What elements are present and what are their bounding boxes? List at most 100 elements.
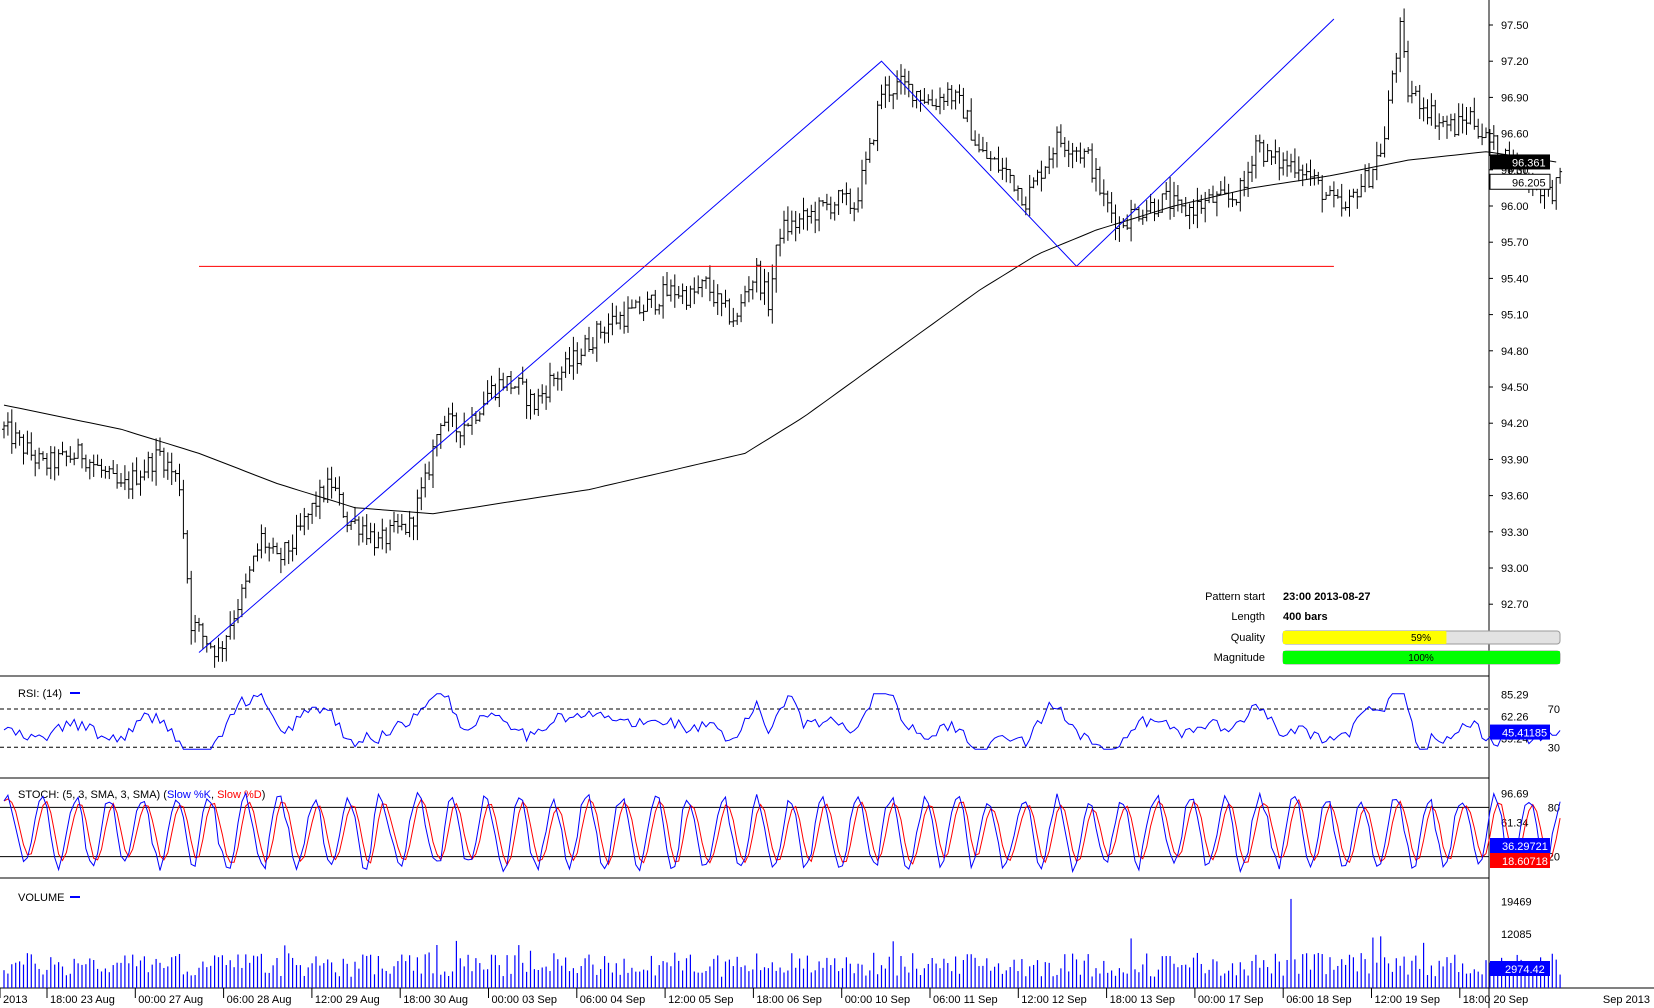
ohlc-bar xyxy=(902,68,907,95)
ohlc-bar xyxy=(914,90,919,109)
ohlc-bar xyxy=(727,298,732,325)
rsi-title: RSI: (14) xyxy=(18,688,62,700)
ohlc-bar xyxy=(1016,185,1020,201)
ohlc-bar xyxy=(99,458,104,478)
ohlc-bar xyxy=(684,285,689,310)
ohlc-bar xyxy=(1328,185,1332,196)
ohlc-bar xyxy=(1425,99,1430,125)
time-tick-label: 12:00 12 Sep xyxy=(1021,994,1086,1006)
ohlc-bar xyxy=(567,346,572,374)
rsi-level-label: 30 xyxy=(1548,742,1560,754)
ohlc-bar xyxy=(392,511,396,533)
ohlc-bar xyxy=(1000,157,1005,180)
ohlc-bar xyxy=(1347,189,1352,217)
price-tick-label: 93.60 xyxy=(1501,491,1529,503)
ohlc-bar xyxy=(828,196,833,220)
stoch-k-line xyxy=(3,791,1561,874)
ohlc-bar xyxy=(25,430,30,455)
ohlc-bar xyxy=(571,336,576,380)
ohlc-bar xyxy=(1086,147,1091,154)
ohlc-bar xyxy=(926,94,931,105)
ohlc-bar xyxy=(793,210,798,242)
ohlc-bar xyxy=(953,89,958,110)
ohlc-bar xyxy=(852,202,857,222)
ohlc-bar xyxy=(626,296,630,333)
ohlc-bar xyxy=(1308,159,1313,186)
time-tick-label: 18:00 23 Aug xyxy=(50,994,115,1006)
ohlc-bar xyxy=(1296,156,1301,182)
ohlc-bar xyxy=(719,293,724,317)
pattern-zigzag-line xyxy=(198,18,1335,653)
stoch-title: STOCH: (5, 3, SMA, 3, SMA) (Slow %K, Slo… xyxy=(18,789,265,801)
ohlc-bar xyxy=(711,279,716,307)
ohlc-bar xyxy=(197,617,201,632)
ohlc-bar xyxy=(80,443,84,469)
ohlc-bar xyxy=(785,206,790,241)
ohlc-bar xyxy=(957,84,962,104)
ohlc-bar xyxy=(1047,146,1052,175)
ohlc-bar xyxy=(1090,143,1095,183)
ohlc-bar xyxy=(376,531,381,549)
ohlc-bar xyxy=(743,285,747,307)
ohlc-bar xyxy=(629,299,634,309)
price-tick-label: 96.00 xyxy=(1501,201,1529,213)
ohlc-bar xyxy=(555,371,560,391)
ohlc-bar xyxy=(524,378,529,419)
ohlc-bar xyxy=(840,189,845,204)
price-tick-label: 97.50 xyxy=(1501,20,1529,32)
ohlc-bar xyxy=(1402,8,1407,58)
ohlc-bar xyxy=(64,450,69,467)
rsi-tick-label: 62.26 xyxy=(1501,711,1529,723)
ohlc-bar xyxy=(696,275,701,295)
ohlc-bar xyxy=(899,64,903,95)
ohlc-bar xyxy=(1437,113,1442,140)
ohlc-bar xyxy=(1097,166,1102,196)
ohlc-bar xyxy=(399,514,404,531)
time-tick-label: 06:00 11 Sep xyxy=(933,994,998,1006)
ohlc-bar xyxy=(1211,185,1215,203)
ohlc-bar xyxy=(598,320,603,339)
ohlc-bar xyxy=(165,452,170,480)
time-tick-label: 06:00 28 Aug xyxy=(227,994,292,1006)
ohlc-bar xyxy=(1421,97,1426,122)
ohlc-bar xyxy=(1316,171,1321,185)
ohlc-bar xyxy=(282,542,287,566)
ohlc-bar xyxy=(1480,123,1485,146)
ohlc-bar xyxy=(587,326,591,352)
ohlc-bar xyxy=(477,411,482,422)
ohlc-bar xyxy=(423,463,428,498)
time-tick-label: 12:00 19 Sep xyxy=(1375,994,1440,1006)
ohlc-bar xyxy=(1214,191,1219,217)
ohlc-bar xyxy=(1448,113,1453,132)
ohlc-bar xyxy=(1094,157,1098,192)
ohlc-bar xyxy=(356,516,361,546)
ohlc-bar xyxy=(801,197,806,230)
ohlc-bar xyxy=(353,506,357,525)
ohlc-bar xyxy=(173,469,178,482)
ohlc-bar xyxy=(1023,196,1028,216)
ohlc-bar xyxy=(212,645,217,668)
ohlc-bar xyxy=(821,200,825,207)
ohlc-bar xyxy=(302,507,307,536)
ohlc-bar xyxy=(583,334,588,357)
ohlc-bar xyxy=(1156,199,1161,218)
rsi-value-box xyxy=(1490,724,1550,740)
ohlc-bar xyxy=(813,201,818,234)
ohlc-bar xyxy=(111,460,116,475)
ohlc-bar xyxy=(329,466,334,499)
ohlc-bar xyxy=(594,320,599,362)
rsi-line xyxy=(3,692,1561,750)
ohlc-bar xyxy=(5,412,10,436)
ohlc-bar xyxy=(980,136,985,153)
ohlc-bar xyxy=(442,415,447,427)
ohlc-bar xyxy=(458,431,463,449)
ohlc-bar xyxy=(941,93,946,110)
ohlc-bar xyxy=(259,524,264,559)
ohlc-bar xyxy=(1187,203,1192,230)
quality-bar-label: Quality xyxy=(1231,632,1266,644)
ohlc-bar xyxy=(1441,115,1446,128)
ohlc-bar xyxy=(1179,199,1184,214)
ohlc-bar xyxy=(895,70,900,100)
time-tick-label: 06:00 18 Sep xyxy=(1286,994,1351,1006)
ohlc-bar xyxy=(1452,113,1457,137)
